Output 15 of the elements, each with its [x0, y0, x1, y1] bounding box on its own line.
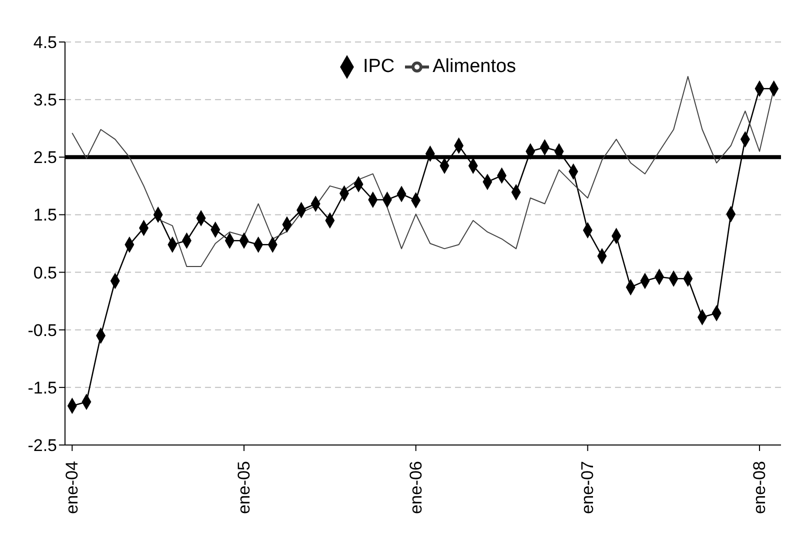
y-tick-label: 4.5 [33, 33, 57, 52]
y-tick-label: -1.5 [28, 378, 57, 398]
y-tick-label: 3.5 [33, 90, 57, 110]
y-tick-label: 1.5 [33, 206, 57, 225]
x-tick-label: ene-08 [750, 461, 770, 514]
y-tick-label: -2.5 [28, 436, 57, 456]
x-tick-label: ene-07 [578, 461, 598, 514]
legend-label: IPC [362, 56, 395, 78]
x-tick-label: ene-06 [406, 461, 426, 514]
legend-label: Alimentos [432, 56, 516, 78]
y-tick-label: 2.5 [33, 148, 57, 168]
x-tick-label: ene-04 [62, 461, 82, 514]
y-tick-label: -0.5 [28, 320, 57, 340]
y-tick-label: 0.5 [33, 263, 57, 282]
x-tick-label: ene-05 [234, 461, 254, 514]
